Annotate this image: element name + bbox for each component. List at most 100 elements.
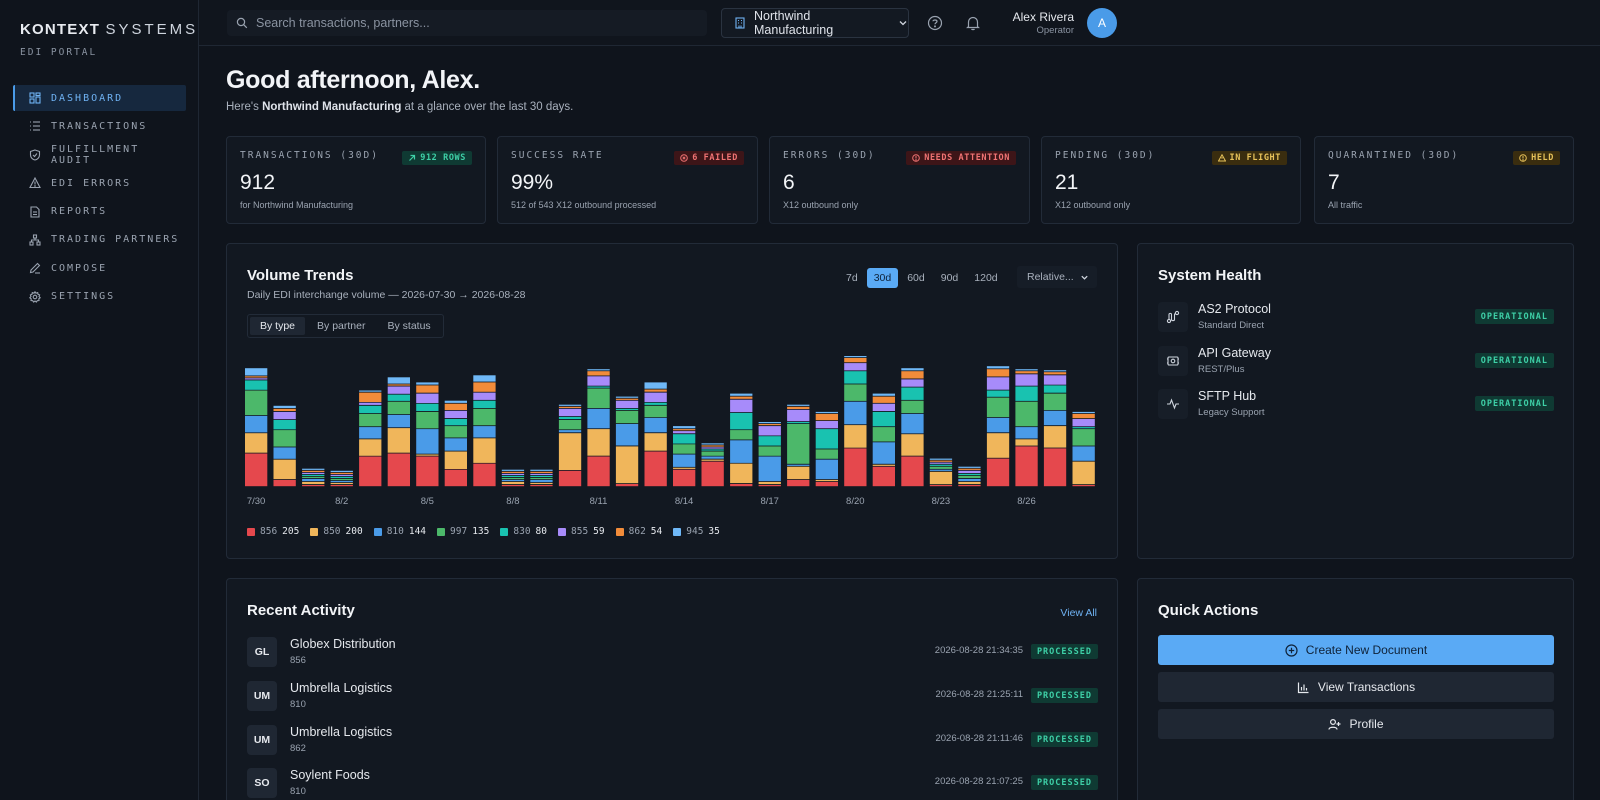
bar-segment-862[interactable] xyxy=(359,392,382,402)
bar-segment-997[interactable] xyxy=(444,426,467,438)
bar-segment-856[interactable] xyxy=(787,479,810,487)
bar-segment-830[interactable] xyxy=(302,474,325,476)
range-90d[interactable]: 90d xyxy=(940,272,959,284)
bar-segment-997[interactable] xyxy=(558,420,582,430)
bar-segment-862[interactable] xyxy=(901,371,924,379)
bar-segment-810[interactable] xyxy=(587,408,610,429)
bar-segment-850[interactable] xyxy=(701,459,724,461)
bar-segment-945[interactable] xyxy=(815,411,838,414)
bar-segment-997[interactable] xyxy=(758,446,781,456)
bar-segment-830[interactable] xyxy=(387,394,410,401)
bar-segment-830[interactable] xyxy=(673,434,696,444)
bar-segment-945[interactable] xyxy=(730,393,753,396)
bar-segment-945[interactable] xyxy=(701,443,724,445)
bar-segment-997[interactable] xyxy=(330,478,353,481)
bar-segment-855[interactable] xyxy=(872,403,895,411)
bar-segment-945[interactable] xyxy=(587,369,610,371)
bar-segment-856[interactable] xyxy=(901,456,924,487)
list-item[interactable]: UM Umbrella Logistics 862 2026-08-28 21:… xyxy=(247,723,1098,757)
bar-segment-850[interactable] xyxy=(1072,461,1095,485)
bar-segment-850[interactable] xyxy=(330,482,353,485)
bar-segment-830[interactable] xyxy=(815,429,838,449)
view-transactions-button[interactable]: View Transactions xyxy=(1158,672,1554,702)
bar-segment-810[interactable] xyxy=(245,415,268,433)
bar-segment-855[interactable] xyxy=(1072,419,1095,427)
bar-segment-997[interactable] xyxy=(958,475,981,478)
bar-segment-945[interactable] xyxy=(872,393,895,396)
bar-segment-862[interactable] xyxy=(330,472,353,474)
bar-segment-862[interactable] xyxy=(787,406,810,409)
bar-segment-850[interactable] xyxy=(1015,439,1038,446)
bar-segment-997[interactable] xyxy=(359,413,382,427)
bar-segment-810[interactable] xyxy=(359,427,382,439)
bar-segment-997[interactable] xyxy=(901,400,924,414)
bar-segment-862[interactable] xyxy=(587,371,610,376)
bar-segment-856[interactable] xyxy=(444,469,467,487)
bar-segment-850[interactable] xyxy=(844,425,867,448)
bar-segment-850[interactable] xyxy=(787,466,810,480)
bar-segment-945[interactable] xyxy=(929,458,953,460)
nav-item-transactions[interactable]: TRANSACTIONS xyxy=(13,113,186,139)
bar-segment-856[interactable] xyxy=(644,451,667,487)
bar-segment-862[interactable] xyxy=(958,468,981,470)
brand-logo[interactable]: KONTEXT SYSTEMS xyxy=(20,21,198,38)
bar-segment-810[interactable] xyxy=(986,417,1010,433)
bar-segment-850[interactable] xyxy=(501,481,525,485)
legend-item-830[interactable]: 830 80 xyxy=(500,526,547,537)
bar-segment-830[interactable] xyxy=(758,436,781,446)
bar-segment-850[interactable] xyxy=(929,471,953,485)
bar-segment-945[interactable] xyxy=(302,468,325,470)
nav-item-edi-errors[interactable]: EDI ERRORS xyxy=(13,170,186,196)
bar-segment-855[interactable] xyxy=(416,393,439,403)
bar-segment-945[interactable] xyxy=(444,400,467,403)
stat-card-success-rate[interactable]: SUCCESS RATE 6 FAILED 99% 512 of 543 X12… xyxy=(497,136,758,224)
bar-segment-810[interactable] xyxy=(673,454,696,467)
bar-segment-856[interactable] xyxy=(701,461,724,487)
bar-segment-830[interactable] xyxy=(473,400,496,408)
bar-segment-862[interactable] xyxy=(501,471,525,473)
view-all-link[interactable]: View All xyxy=(1060,607,1097,619)
service-row[interactable]: API Gateway REST/Plus OPERATIONAL xyxy=(1158,344,1554,378)
bar-segment-997[interactable] xyxy=(673,444,696,454)
bar-segment-862[interactable] xyxy=(673,429,696,431)
profile-button[interactable]: Profile xyxy=(1158,709,1554,739)
bar-segment-810[interactable] xyxy=(558,430,582,433)
bar-segment-945[interactable] xyxy=(273,405,296,408)
service-row[interactable]: AS2 Protocol Standard Direct OPERATIONAL xyxy=(1158,300,1554,334)
bar-segment-850[interactable] xyxy=(359,439,382,456)
bar-segment-855[interactable] xyxy=(530,473,553,475)
nav-item-fulfillment-audit[interactable]: FULFILLMENT AUDIT xyxy=(13,142,186,168)
range-120d[interactable]: 120d xyxy=(974,272,998,284)
list-item[interactable]: UM Umbrella Logistics 810 2026-08-28 21:… xyxy=(247,679,1098,713)
bar-segment-856[interactable] xyxy=(758,485,781,487)
legend-item-810[interactable]: 810 144 xyxy=(373,526,426,537)
bar-segment-830[interactable] xyxy=(416,403,439,411)
bar-segment-810[interactable] xyxy=(644,417,667,433)
legend-item-850[interactable]: 850 200 xyxy=(310,526,363,537)
bar-segment-810[interactable] xyxy=(872,442,895,464)
bar-segment-855[interactable] xyxy=(958,470,981,473)
bar-segment-856[interactable] xyxy=(872,466,895,487)
bar-segment-856[interactable] xyxy=(929,485,953,487)
bar-segment-850[interactable] xyxy=(558,433,582,470)
bar-segment-945[interactable] xyxy=(673,426,696,429)
bar-segment-862[interactable] xyxy=(302,470,325,472)
bar-segment-856[interactable] xyxy=(387,453,410,487)
bar-segment-830[interactable] xyxy=(787,422,810,424)
bar-segment-850[interactable] xyxy=(901,434,924,456)
bar-segment-855[interactable] xyxy=(644,392,667,402)
bar-segment-862[interactable] xyxy=(558,406,582,408)
bar-segment-945[interactable] xyxy=(901,368,924,371)
bar-segment-997[interactable] xyxy=(787,424,810,464)
bar-segment-830[interactable] xyxy=(901,387,924,400)
bar-segment-830[interactable] xyxy=(1043,385,1067,393)
stat-card-transactions[interactable]: TRANSACTIONS (30D) 912 ROWS 912 for Nort… xyxy=(226,136,486,224)
tab-by-status[interactable]: By status xyxy=(387,320,431,332)
bar-segment-850[interactable] xyxy=(615,446,639,484)
search-input[interactable] xyxy=(256,16,696,30)
range-7d[interactable]: 7d xyxy=(846,272,858,284)
bar-segment-810[interactable] xyxy=(844,401,867,425)
nav-item-trading-partners[interactable]: TRADING PARTNERS xyxy=(13,227,186,253)
bar-segment-810[interactable] xyxy=(530,479,553,483)
bar-segment-855[interactable] xyxy=(387,386,410,394)
